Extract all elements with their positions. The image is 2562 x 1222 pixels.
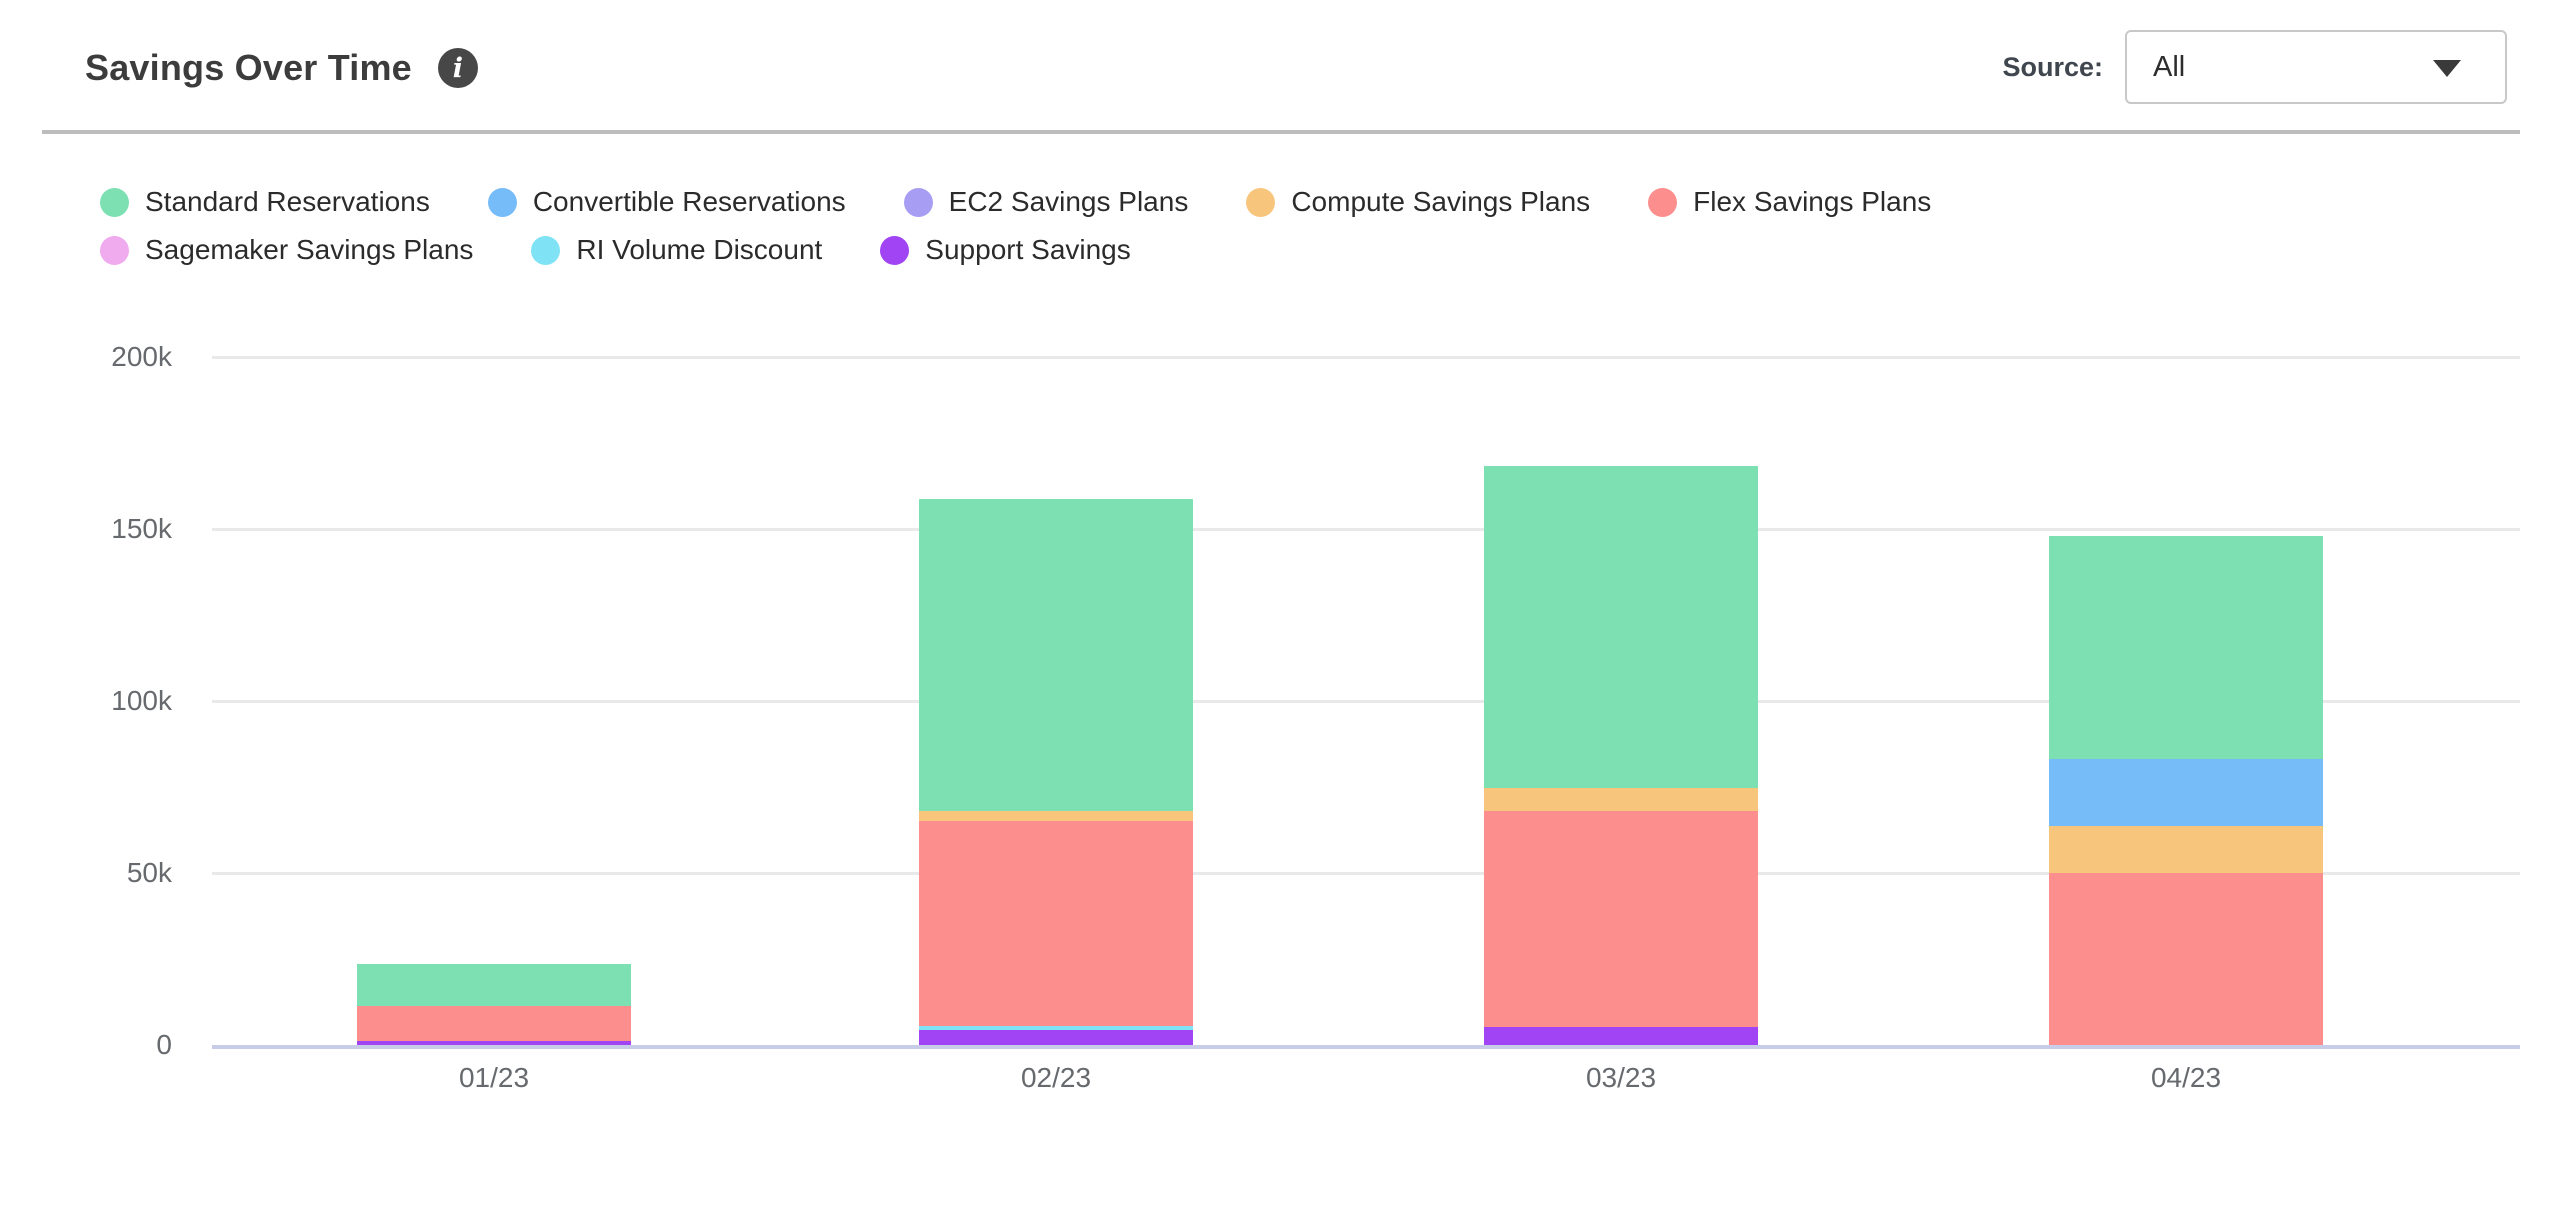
legend-item-ri-volume-discount[interactable]: RI Volume Discount — [531, 234, 822, 266]
legend-item-flex-savings-plans[interactable]: Flex Savings Plans — [1648, 186, 1931, 218]
x-tick-label: 02/23 — [1020, 1062, 1092, 1093]
bar-segment-support-savings[interactable] — [357, 1040, 631, 1045]
legend-row: Standard Reservations Convertible Reserva… — [100, 186, 1931, 218]
header: Savings Over Time i — [85, 40, 478, 96]
legend-swatch-icon — [1648, 187, 1678, 217]
x-axis-line — [212, 1045, 2520, 1049]
bar-segment-flex-savings-plans[interactable] — [2049, 872, 2323, 1045]
bar-segment-flex-savings-plans[interactable] — [1484, 811, 1758, 1028]
y-tick-label: 200k — [111, 341, 172, 372]
legend-item-label: Support Savings — [925, 234, 1131, 265]
legend: Standard Reservations Convertible Reserva… — [100, 186, 1931, 266]
bar-04-23 — [2049, 535, 2323, 1045]
bar-segment-flex-savings-plans[interactable] — [357, 1005, 631, 1041]
legend-swatch-icon — [100, 235, 129, 265]
bar-segment-support-savings[interactable] — [919, 1029, 1193, 1045]
legend-swatch-icon — [903, 187, 933, 217]
bar-segment-standard-reservations[interactable] — [2049, 535, 2323, 759]
source-dropdown[interactable]: All — [2125, 30, 2507, 104]
legend-swatch-icon — [531, 235, 561, 265]
chevron-down-icon — [2433, 60, 2461, 77]
legend-swatch-icon — [487, 187, 517, 217]
source-label: Source: — [2002, 51, 2103, 82]
bar-segment-ri-volume-discount[interactable] — [919, 1025, 1193, 1030]
legend-item-label: Compute Savings Plans — [1291, 186, 1591, 217]
y-tick-label: 150k — [111, 513, 172, 544]
bar-03-23 — [1484, 466, 1758, 1045]
legend-swatch-icon — [100, 187, 129, 217]
gridline — [212, 356, 2520, 359]
legend-item-label: Standard Reservations — [145, 186, 430, 217]
bar-segment-standard-reservations[interactable] — [1484, 466, 1758, 789]
y-tick-label: 0 — [156, 1029, 172, 1060]
bar-segment-standard-reservations[interactable] — [357, 963, 631, 1006]
gridline — [212, 872, 2520, 875]
bar-segment-standard-reservations[interactable] — [919, 498, 1193, 811]
bar-segment-flex-savings-plans[interactable] — [919, 820, 1193, 1026]
bar-02-23 — [919, 498, 1193, 1045]
legend-item-label: RI Volume Discount — [576, 234, 823, 265]
legend-item-compute-savings-plans[interactable]: Compute Savings Plans — [1246, 186, 1590, 218]
legend-swatch-icon — [880, 235, 910, 265]
legend-item-standard-reservations[interactable]: Standard Reservations — [100, 186, 430, 218]
x-tick-label: 01/23 — [458, 1062, 530, 1093]
bar-segment-convertible-reservations[interactable] — [2049, 758, 2323, 826]
header-divider — [42, 130, 2520, 134]
legend-item-label: EC2 Savings Plans — [948, 186, 1189, 217]
gridline — [212, 700, 2520, 703]
bar-segment-support-savings[interactable] — [1484, 1027, 1758, 1045]
legend-item-support-savings[interactable]: Support Savings — [880, 234, 1131, 266]
page-title: Savings Over Time — [85, 47, 412, 88]
bar-segment-compute-savings-plans[interactable] — [2049, 825, 2323, 873]
source-value: All — [2153, 50, 2186, 83]
gridline — [212, 528, 2520, 531]
bar-01-23 — [357, 963, 631, 1045]
legend-item-convertible-reservations[interactable]: Convertible Reservations — [487, 186, 846, 218]
legend-swatch-icon — [1246, 187, 1276, 217]
info-circle-icon[interactable]: i — [437, 48, 478, 88]
legend-item-label: Convertible Reservations — [532, 186, 846, 217]
legend-item-label: Sagemaker Savings Plans — [145, 234, 474, 265]
bar-segment-compute-savings-plans[interactable] — [919, 810, 1193, 821]
legend-row: Sagemaker Savings Plans RI Volume Discoun… — [100, 234, 1931, 266]
y-tick-label: 50k — [126, 857, 172, 888]
x-tick-label: 03/23 — [1585, 1062, 1657, 1093]
y-tick-label: 100k — [111, 685, 172, 716]
legend-item-label: Flex Savings Plans — [1693, 186, 1932, 217]
x-tick-label: 04/23 — [2150, 1062, 2222, 1093]
bar-segment-compute-savings-plans[interactable] — [1484, 788, 1758, 812]
legend-item-sagemaker-savings-plans[interactable]: Sagemaker Savings Plans — [100, 234, 473, 266]
legend-item-ec2-savings-plans[interactable]: EC2 Savings Plans — [903, 186, 1189, 218]
source-control: Source: All — [2002, 28, 2507, 106]
